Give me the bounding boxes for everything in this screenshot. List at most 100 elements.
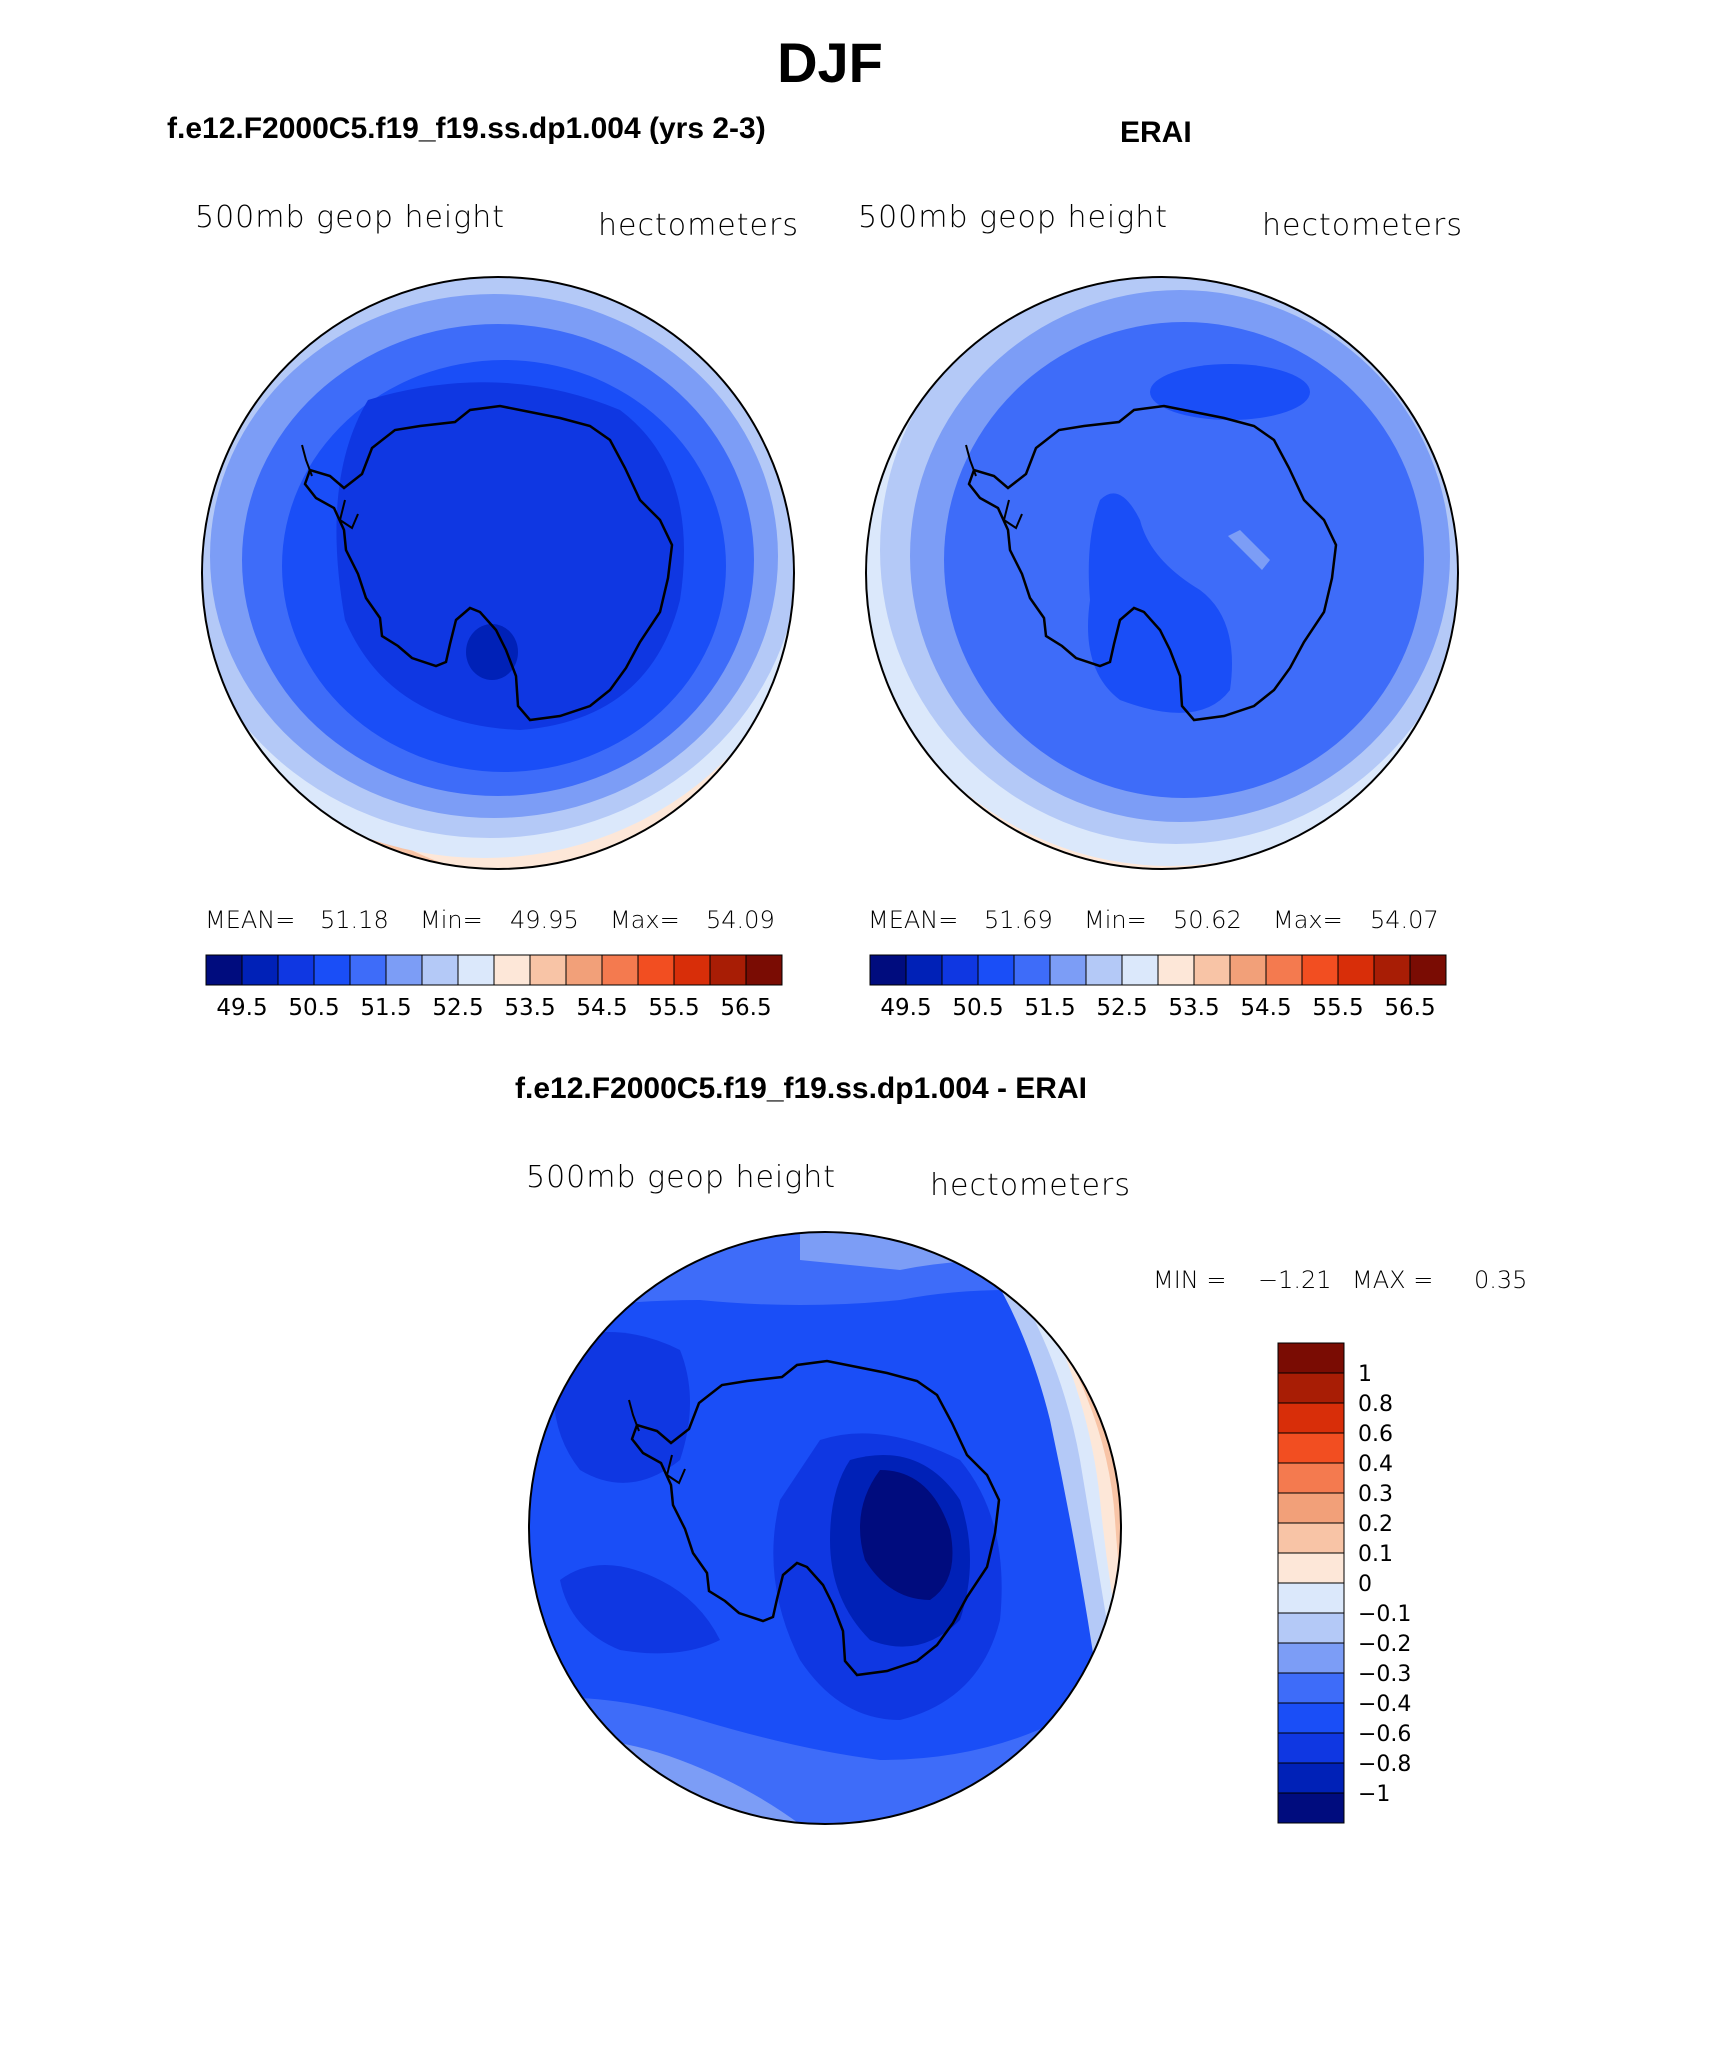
panel3-colorbar-swatch [1277,1672,1345,1704]
panel3-max-value: 0.35 [1474,1266,1528,1294]
panel2-colorbar-swatch [941,954,979,986]
panel3-colorbar-tick-label: −0.1 [1358,1602,1411,1627]
panel3-colorbar-swatch [1277,1342,1345,1374]
panel1-colorbar-tick-label: 54.5 [576,995,627,1021]
panel3-colorbar-tick-label: 0.2 [1358,1512,1393,1537]
panel2-colorbar-swatch [1301,954,1339,986]
figure-title: DJF [777,31,883,94]
panel1-mean-label: MEAN= [205,906,296,934]
panel2-colorbar-swatch [905,954,943,986]
panel1-colorbar-swatch [601,954,639,986]
panel1-title: f.e12.F2000C5.f19_f19.ss.dp1.004 (yrs 2-… [167,112,766,145]
panel3-colorbar-tick-label: −0.2 [1358,1632,1411,1657]
panel3-colorbar-tick-label: 0.4 [1358,1452,1393,1477]
panel3-colorbar-tick-label: 0 [1358,1572,1372,1597]
panel1-min-label: Min= [420,906,483,934]
panel3-min-label: MIN = [1153,1266,1227,1294]
panel3-colorbar-tick-label: −0.6 [1358,1722,1411,1747]
panel1-colorbar-tick-label: 50.5 [288,995,339,1021]
panel1-colorbar-tick-label: 51.5 [360,995,411,1021]
panel3-colorbar-swatch [1277,1582,1345,1614]
panel2-colorbar-tick-label: 49.5 [880,995,931,1021]
panel2-max-value: 54.07 [1370,906,1439,934]
panel1-colorbar: 49.5 50.5 51.5 52.5 53.5 54.5 55.5 56.5 [205,954,783,1021]
panel2-colorbar-swatch [1085,954,1123,986]
panel1-colorbar-swatch [709,954,747,986]
panel2-min-label: Min= [1084,906,1147,934]
panel1-colorbar-swatch [673,954,711,986]
panel1-colorbar-swatch [745,954,783,986]
panel3-colorbar-tick-label: −0.3 [1358,1662,1411,1687]
panel3-colorbar-tick-label: 0.8 [1358,1392,1393,1417]
panel3-colorbar-tick-label: 0.3 [1358,1482,1393,1507]
panel2-min-value: 50.62 [1173,906,1242,934]
panel3-colorbar-tick-label: 1 [1358,1362,1372,1387]
panel3-colorbar-tick-label: −1 [1358,1782,1390,1807]
panel3-colorbar-swatch [1277,1372,1345,1404]
panel3-colorbar-swatch [1277,1522,1345,1554]
panel2-colorbar-swatch [1409,954,1447,986]
panel1-colorbar-swatch [637,954,675,986]
panel1-colorbar-swatch [349,954,387,986]
panel1-min-value: 49.95 [510,906,579,934]
panel1-colorbar-tick-label: 56.5 [720,995,771,1021]
panel2-colorbar-swatch [1229,954,1267,986]
panel2-colorbar-tick-label: 51.5 [1024,995,1075,1021]
panel1-colorbar-swatch [565,954,603,986]
panel2-colorbar-tick-label: 53.5 [1168,995,1219,1021]
panel3-colorbar-swatch [1277,1432,1345,1464]
panel2-units-label: hectometers [1262,208,1463,243]
panel1-colorbar-swatch [529,954,567,986]
panel3-colorbar-tick-label: 0.1 [1358,1542,1393,1567]
panel1-max-value: 54.09 [706,906,775,934]
panel2-mean-label: MEAN= [868,906,959,934]
panel1-colorbar-swatch [457,954,495,986]
panel2-colorbar-tick-label: 55.5 [1312,995,1363,1021]
panel3-colorbar-swatch [1277,1402,1345,1434]
panel2-polar-map [865,276,1459,870]
panel2-colorbar-tick-label: 52.5 [1096,995,1147,1021]
panel2-colorbar-swatch [1157,954,1195,986]
panel1-colorbar-swatch [313,954,351,986]
panel1-colorbar-tick-label: 49.5 [216,995,267,1021]
panel2-colorbar-swatch [1049,954,1087,986]
panel3-colorbar-swatch [1277,1792,1345,1824]
panel3-colorbar-swatch [1277,1732,1345,1764]
panel3-colorbar-swatch [1277,1462,1345,1494]
panel1-colorbar-swatch [493,954,531,986]
panel2-colorbar-tick-label: 50.5 [952,995,1003,1021]
panel1-colorbar-swatch [277,954,315,986]
panel1-colorbar-swatch [205,954,243,986]
panel3-colorbar-tick-label: 0.6 [1358,1422,1393,1447]
panel2-colorbar: 49.5 50.5 51.5 52.5 53.5 54.5 55.5 56.5 [869,954,1447,1021]
panel2-title: ERAI [1120,116,1192,149]
panel3-colorbar-swatch [1277,1552,1345,1584]
panel2-colorbar-tick-label: 54.5 [1240,995,1291,1021]
panel3-colorbar-swatch [1277,1612,1345,1644]
panel1-units-label: hectometers [598,208,799,243]
panel2-colorbar-swatch [977,954,1015,986]
panel1-colorbar-swatch [421,954,459,986]
panel3-max-label: MAX = [1352,1266,1434,1294]
panel3-colorbar-swatch [1277,1492,1345,1524]
panel1-mean-value: 51.18 [320,906,389,934]
panel2-colorbar-swatch [869,954,907,986]
panel3-title: f.e12.F2000C5.f19_f19.ss.dp1.004 - ERAI [515,1072,1087,1105]
panel3-polar-map [528,1231,1122,1825]
panel2-colorbar-swatch [1337,954,1375,986]
panel2-colorbar-swatch [1121,954,1159,986]
panel1-colorbar-swatch [385,954,423,986]
panel3-colorbar-tick-label: −0.8 [1358,1752,1411,1777]
panel3-min-value: −1.21 [1258,1266,1332,1294]
panel2-colorbar-swatch [1373,954,1411,986]
panel3-colorbar-swatch [1277,1702,1345,1734]
panel2-mean-value: 51.69 [984,906,1053,934]
panel3-colorbar-swatch [1277,1762,1345,1794]
panel1-colorbar-tick-label: 53.5 [504,995,555,1021]
panel3-variable-label: 500mb geop height [526,1160,837,1195]
panel2-colorbar-swatch [1013,954,1051,986]
panel3-colorbar: 1 0.8 0.6 0.4 0.3 0.2 0.1 0 −0.1 −0.2 −0.3 −0.4 −0.6… [1277,1342,1411,1824]
panel2-max-label: Max= [1273,906,1343,934]
panel2-colorbar-swatch [1193,954,1231,986]
